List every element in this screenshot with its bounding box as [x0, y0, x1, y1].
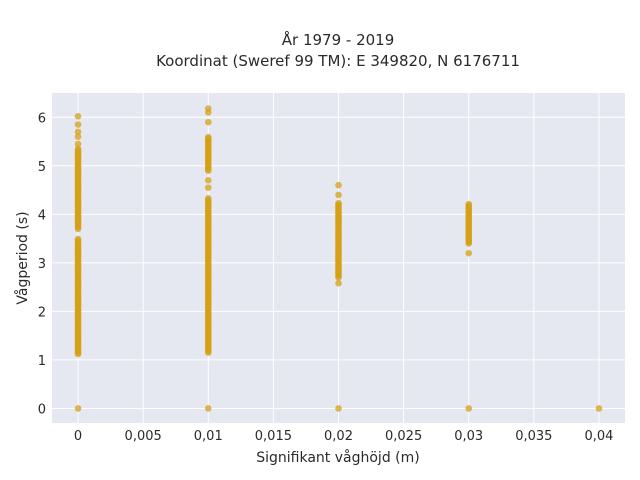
x-tick-label: 0,03	[454, 429, 483, 444]
x-tick-label: 0,02	[324, 429, 353, 444]
data-point	[335, 181, 342, 189]
chart-title-line-1: År 1979 - 2019	[282, 30, 395, 49]
data-point	[335, 405, 342, 412]
y-tick-label: 6	[38, 111, 46, 126]
data-point	[465, 405, 473, 412]
data-point	[465, 249, 473, 257]
y-tick-label: 0	[38, 402, 46, 417]
x-tick-label: 0,015	[255, 429, 292, 444]
data-point	[204, 105, 212, 112]
x-tick-label: 0,035	[515, 429, 552, 444]
y-tick-label: 3	[38, 257, 46, 272]
y-axis-label: Vågperiod (s)	[14, 211, 31, 304]
y-tick-label: 4	[38, 208, 46, 223]
data-point	[204, 118, 212, 126]
data-point	[204, 184, 212, 191]
data-point	[74, 128, 82, 136]
data-point	[335, 279, 342, 287]
data-point	[204, 177, 212, 184]
x-tick-label: 0,04	[584, 429, 613, 444]
data-point	[335, 199, 342, 207]
data-point	[335, 191, 342, 199]
x-tick-label: 0,005	[125, 429, 162, 444]
data-point	[204, 195, 212, 202]
y-tick-label: 1	[38, 354, 46, 369]
data-point	[74, 235, 82, 243]
x-tick-label: 0,025	[385, 429, 422, 444]
data-point	[74, 140, 82, 148]
data-point	[74, 405, 82, 412]
data-point	[204, 405, 212, 412]
plot-area: 0 0,005 0,01 0,015 0,02 0,025 0,03 0,035 0,04 0 1 2…	[38, 93, 625, 444]
x-axis-label: Signifikant våghöjd (m)	[256, 449, 419, 466]
data-point	[74, 112, 82, 120]
y-tick-label: 2	[38, 305, 46, 320]
data-point	[74, 121, 82, 128]
data-point	[74, 145, 82, 153]
data-point	[74, 133, 82, 140]
data-point	[465, 200, 473, 208]
chart-title-line-2: Koordinat (Sweref 99 TM): E 349820, N 61…	[156, 52, 520, 70]
x-tick-label: 0	[74, 429, 82, 444]
y-tick-label: 5	[38, 160, 46, 175]
data-point	[204, 133, 212, 141]
x-tick-label: 0,01	[194, 429, 223, 444]
data-point	[595, 405, 603, 412]
